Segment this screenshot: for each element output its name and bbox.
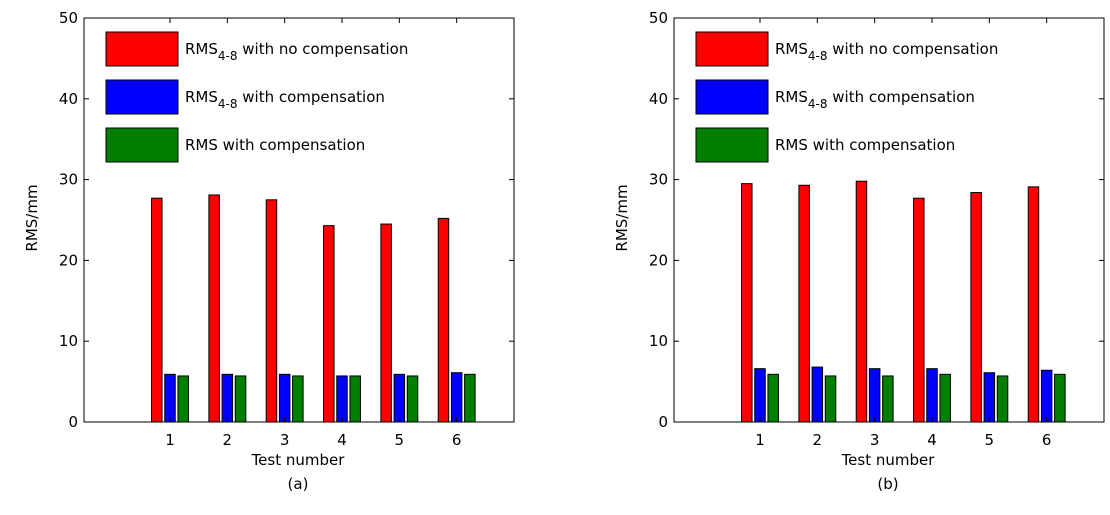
chart-panel-1: 0 10 20 30 40 50 1 2 3 4 5 6 Test number RMS/mm (a) RMS…: [23, 9, 515, 493]
legend-swatch-2: [695, 79, 769, 115]
bar-s1-c1: [151, 197, 163, 423]
x-tick-label: 2: [813, 431, 823, 449]
y-tick-label: 0: [658, 413, 668, 431]
bar-s2-c2: [221, 373, 234, 423]
axes-box: [673, 17, 1105, 423]
bar-s2-c6: [450, 372, 463, 423]
x-tick-label: 5: [395, 431, 405, 449]
x-tick-label: 4: [337, 431, 347, 449]
y-tick-label: 20: [649, 251, 668, 269]
axes-box: [83, 17, 515, 423]
bar-s2-c6: [1040, 369, 1053, 423]
panel-caption: (a): [288, 475, 309, 493]
y-tick-label: 40: [649, 90, 668, 108]
legend-swatch-1: [695, 31, 769, 67]
y-axis-title: RMS/mm: [23, 184, 41, 251]
bar-s2-c4: [336, 375, 348, 423]
y-axis-title: RMS/mm: [613, 184, 631, 251]
x-tick-label: 3: [870, 431, 880, 449]
bar-s3-c3: [292, 375, 304, 423]
bar-s3-c4: [939, 373, 951, 423]
legend: RMS4-8 with no compensation RMS4-8 with c…: [105, 31, 408, 163]
bar-s2-c3: [868, 368, 881, 423]
bar-s1-c5: [970, 192, 982, 423]
bar-s1-c1: [741, 183, 753, 423]
panel-caption: (b): [877, 475, 898, 493]
bar-s1-c4: [323, 225, 335, 423]
y-tick-label: 10: [59, 332, 78, 350]
y-tick-label: 40: [59, 90, 78, 108]
y-tick-label: 10: [649, 332, 668, 350]
chart-panel-2: 0 10 20 30 40 50 1 2 3 4 5 6 Test number RMS/mm (b) RMS…: [613, 9, 1105, 493]
bar-s2-c4: [926, 368, 938, 423]
legend: RMS4-8 with no compensation RMS4-8 with c…: [695, 31, 998, 163]
legend-label-2: RMS4-8 with compensation: [775, 88, 975, 111]
y-tick-label: 30: [59, 171, 78, 189]
x-tick-label: 6: [1042, 431, 1052, 449]
x-axis-title: Test number: [841, 451, 936, 469]
y-tick-label: 20: [59, 251, 78, 269]
x-tick-label: 5: [985, 431, 995, 449]
x-tick-label: 2: [223, 431, 233, 449]
bar-s1-c3: [265, 199, 278, 423]
bar-s3-c5: [996, 375, 1009, 423]
bar-s2-c1: [754, 368, 766, 423]
legend-swatch-3: [105, 127, 179, 163]
bar-s3-c2: [234, 375, 247, 423]
legend-swatch-2: [105, 79, 179, 115]
x-tick-label: 3: [280, 431, 290, 449]
bar-s3-c1: [177, 375, 189, 423]
y-tick-label: 0: [68, 413, 78, 431]
legend-label-1: RMS4-8 with no compensation: [185, 40, 408, 63]
bar-s3-c2: [824, 375, 837, 423]
bar-s2-c3: [278, 373, 291, 423]
legend-label-3: RMS with compensation: [185, 136, 365, 154]
bar-s3-c1: [767, 373, 779, 423]
legend-label-3: RMS with compensation: [775, 136, 955, 154]
legend-swatch-1: [105, 31, 179, 67]
x-tick-label: 6: [452, 431, 462, 449]
x-tick-label: 4: [927, 431, 937, 449]
bar-s3-c6: [464, 373, 476, 423]
legend-swatch-3: [695, 127, 769, 163]
bar-s1-c2: [208, 194, 220, 423]
bar-s1-c2: [798, 184, 810, 423]
bar-s3-c5: [406, 375, 419, 423]
bar-s3-c6: [1054, 373, 1066, 423]
bar-s1-c3: [855, 180, 868, 423]
legend-label-1: RMS4-8 with no compensation: [775, 40, 998, 63]
bar-s2-c5: [393, 373, 406, 423]
bar-s3-c4: [349, 375, 361, 423]
bar-s1-c6: [437, 217, 450, 423]
bar-s1-c5: [380, 223, 392, 423]
y-tick-label: 30: [649, 171, 668, 189]
bar-s2-c2: [811, 366, 824, 423]
bar-s2-c5: [983, 372, 996, 423]
bar-s3-c3: [882, 375, 894, 423]
bar-s1-c4: [913, 197, 925, 423]
y-tick-label: 50: [59, 9, 78, 27]
x-tick-label: 1: [755, 431, 765, 449]
x-tick-label: 1: [165, 431, 175, 449]
x-axis-title: Test number: [251, 451, 346, 469]
bar-s2-c1: [164, 373, 176, 423]
bar-s1-c6: [1027, 186, 1040, 423]
legend-label-2: RMS4-8 with compensation: [185, 88, 385, 111]
y-tick-label: 50: [649, 9, 668, 27]
